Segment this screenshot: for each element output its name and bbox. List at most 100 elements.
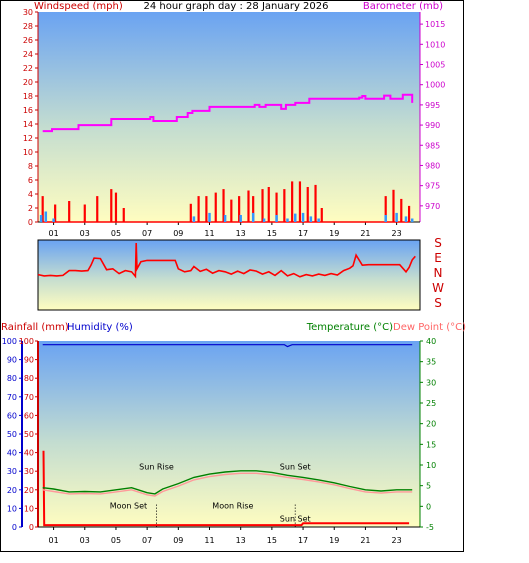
windspeed-tick-label: 10 xyxy=(23,148,33,157)
humidity-tick-label: 70 xyxy=(7,393,17,402)
barometer-tick-label: 990 xyxy=(425,121,440,130)
hour-tick-label: 19 xyxy=(329,229,339,238)
hour-tick-label: 05 xyxy=(111,536,121,545)
windspeed-tick-label: 30 xyxy=(23,8,33,17)
barometer-tick-label: 1015 xyxy=(425,20,445,29)
temperature-tick-label: 25 xyxy=(426,399,436,408)
outer-border xyxy=(0,0,464,552)
sun-moon-annotation: Sun Rise xyxy=(139,462,174,471)
windspeed-tick-label: 18 xyxy=(23,92,33,101)
rainfall-tick-label: 50 xyxy=(24,430,34,439)
humidity-tick-label: 10 xyxy=(7,504,17,513)
temperature-tick-label: 40 xyxy=(426,337,436,346)
windspeed-tick-label: 16 xyxy=(23,106,33,115)
humidity-line xyxy=(42,344,413,348)
hour-tick-label: 09 xyxy=(173,536,183,545)
temperature-axis-label: Temperature (°C) xyxy=(306,322,393,333)
hour-tick-label: 03 xyxy=(80,536,90,545)
compass-label: W xyxy=(432,281,444,295)
rainfall-tick-label: 70 xyxy=(24,393,34,402)
windspeed-tick-label: 24 xyxy=(23,50,33,59)
humidity-tick-label: 20 xyxy=(7,486,17,495)
windspeed-tick-label: 8 xyxy=(28,162,33,171)
humidity-tick-label: 0 xyxy=(12,523,17,532)
compass-label: E xyxy=(434,251,442,265)
humidity-tick-label: 30 xyxy=(7,467,17,476)
windspeed-tick-label: 2 xyxy=(28,204,33,213)
hour-tick-label: 19 xyxy=(329,536,339,545)
barometer-tick-label: 975 xyxy=(425,182,440,191)
temperature-tick-label: 15 xyxy=(426,440,436,449)
humidity-tick-label: 80 xyxy=(7,374,17,383)
sun-moon-annotation: Sun Set xyxy=(280,514,311,523)
hour-tick-label: 23 xyxy=(392,536,402,545)
direction-plot-background xyxy=(37,239,421,311)
sun-moon-annotation: Sun Set xyxy=(280,462,311,471)
rainfall-tick-label: 10 xyxy=(24,504,34,513)
hour-tick-label: 21 xyxy=(360,229,370,238)
windspeed-tick-label: 26 xyxy=(23,36,33,45)
hour-tick-label: 23 xyxy=(392,229,402,238)
rainfall-tick-label: 40 xyxy=(24,449,34,458)
hour-tick-label: 05 xyxy=(111,229,121,238)
barometer-tick-label: 970 xyxy=(425,202,440,211)
rainfall-tick-label: 60 xyxy=(24,411,34,420)
sun-moon-annotation: Moon Rise xyxy=(212,501,253,510)
windspeed-tick-label: 4 xyxy=(28,190,33,199)
temperature-tick-label: 0 xyxy=(426,502,431,511)
barometer-axis-label: Barometer (mb) xyxy=(363,1,443,12)
barometer-tick-label: 985 xyxy=(425,141,440,150)
windspeed-tick-label: 12 xyxy=(23,134,33,143)
rainfall-axis-label: Rainfall (mm) xyxy=(1,322,69,333)
graph-title: 24 hour graph day : 28 January 2026 xyxy=(144,1,329,12)
rainfall-tick-label: 100 xyxy=(19,337,34,346)
hour-tick-label: 13 xyxy=(236,229,246,238)
hour-tick-label: 17 xyxy=(298,229,308,238)
rainfall-tick-label: 90 xyxy=(24,356,34,365)
temperature-tick-label: 10 xyxy=(426,461,436,470)
temperature-tick-label: 20 xyxy=(426,420,436,429)
humidity-tick-label: 40 xyxy=(7,449,17,458)
humidity-tick-label: 60 xyxy=(7,411,17,420)
rainfall-tick-label: 0 xyxy=(29,523,34,532)
dewpoint-line xyxy=(42,472,413,497)
hour-tick-label: 13 xyxy=(236,536,246,545)
barometer-tick-label: 995 xyxy=(425,101,440,110)
barometer-tick-label: 1000 xyxy=(425,81,445,90)
hour-tick-label: 15 xyxy=(267,229,277,238)
windspeed-axis-label: Windspeed (mph) xyxy=(34,1,123,12)
windspeed-tick-label: 22 xyxy=(23,64,33,73)
humidity-tick-label: 90 xyxy=(7,356,17,365)
temperature-tick-label: -5 xyxy=(426,523,434,532)
hour-tick-label: 03 xyxy=(80,229,90,238)
rainfall-tick-label: 30 xyxy=(24,467,34,476)
humidity-tick-label: 100 xyxy=(2,337,17,346)
hour-tick-label: 09 xyxy=(173,229,183,238)
windspeed-tick-label: 28 xyxy=(23,22,33,31)
barometer-tick-label: 980 xyxy=(425,161,440,170)
hour-tick-label: 11 xyxy=(204,536,214,545)
compass-label: S xyxy=(434,236,442,250)
windspeed-tick-label: 0 xyxy=(28,218,33,227)
windspeed-tick-label: 20 xyxy=(23,78,33,87)
windspeed-tick-label: 14 xyxy=(23,120,33,129)
temperature-tick-label: 5 xyxy=(426,482,431,491)
hour-tick-label: 17 xyxy=(298,536,308,545)
rainfall-line xyxy=(42,450,410,527)
temperature-line xyxy=(42,470,413,495)
rainfall-tick-label: 80 xyxy=(24,374,34,383)
barometer-tick-label: 1005 xyxy=(425,61,445,70)
plot-background xyxy=(38,12,420,222)
dewpoint-axis-label: Dew Point (°C) xyxy=(393,322,466,333)
sun-moon-annotation: Moon Set xyxy=(110,501,147,510)
barometer-tick-label: 1010 xyxy=(425,40,445,49)
direction-line xyxy=(37,242,416,279)
temperature-tick-label: 30 xyxy=(426,378,436,387)
plot-background xyxy=(38,341,420,527)
windspeed-tick-label: 6 xyxy=(28,176,33,185)
rainfall-tick-label: 20 xyxy=(24,486,34,495)
humidity-axis-label: Humidity (%) xyxy=(67,322,133,333)
hour-tick-label: 07 xyxy=(142,229,152,238)
